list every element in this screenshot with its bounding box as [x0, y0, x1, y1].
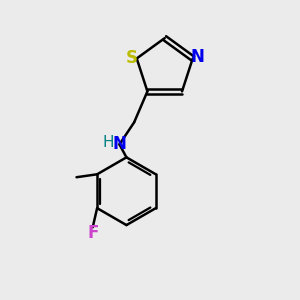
Text: F: F: [87, 224, 98, 242]
Text: H: H: [103, 135, 114, 150]
Text: N: N: [112, 135, 126, 153]
Text: S: S: [125, 50, 137, 68]
Text: N: N: [190, 48, 204, 66]
